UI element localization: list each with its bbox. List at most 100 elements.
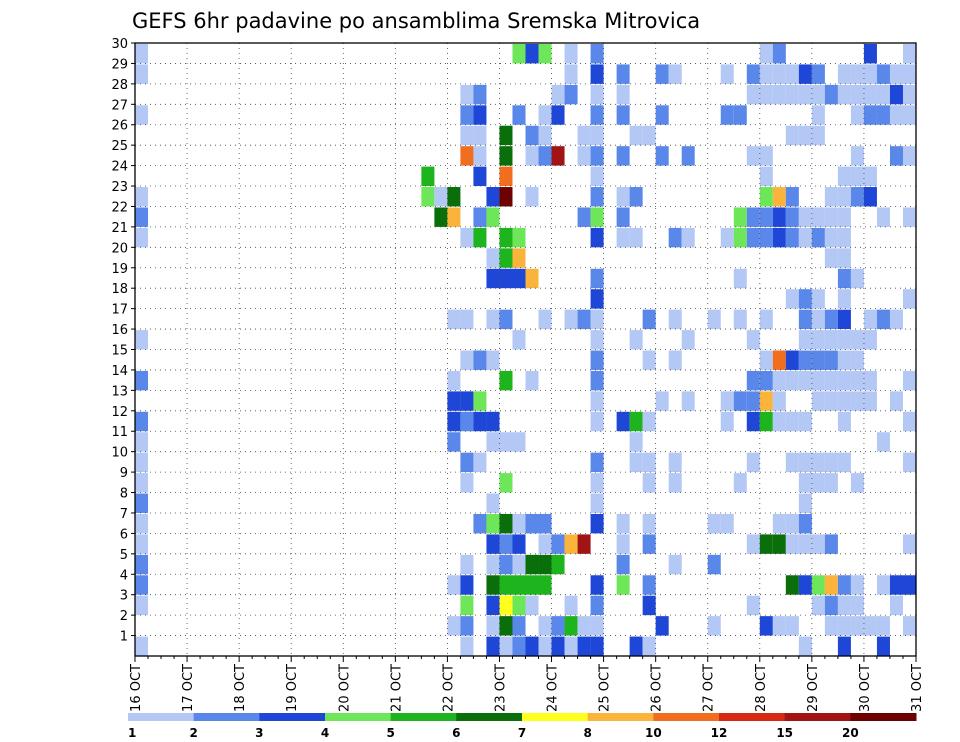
heatmap-cell xyxy=(616,411,630,432)
heatmap-cell xyxy=(447,411,461,432)
x-tick-label: 20 OCT xyxy=(337,664,352,712)
legend-colorbar: 1 2 3 4 5 6 7 8 10 12 15 20 xyxy=(128,713,917,740)
heatmap-cell xyxy=(824,452,838,473)
heatmap-cell xyxy=(798,636,812,656)
heatmap-cell xyxy=(135,575,149,595)
chart-title: GEFS 6hr padavine po ansamblima Sremska … xyxy=(132,9,700,33)
heatmap-cell xyxy=(863,64,877,84)
y-axis: 1234567891011121314151617181920212223242… xyxy=(111,37,135,645)
heatmap-cell xyxy=(499,146,513,166)
heatmap-cell xyxy=(759,166,773,187)
heatmap-cell xyxy=(785,411,799,432)
heatmap-cell xyxy=(616,513,630,534)
heatmap-cell xyxy=(668,473,682,493)
heatmap-cell xyxy=(512,432,526,452)
heatmap-cell xyxy=(681,146,695,166)
x-tick-label: 18 OCT xyxy=(233,664,248,712)
heatmap-cell xyxy=(525,595,539,616)
heatmap-cell xyxy=(759,616,773,636)
heatmap-cell xyxy=(525,125,539,146)
heatmap-cell xyxy=(863,391,877,411)
y-tick-label: 4 xyxy=(120,568,128,583)
heatmap-cell xyxy=(837,309,851,330)
legend-swatch xyxy=(325,713,392,721)
x-tick-label: 31 OCT xyxy=(910,664,925,712)
y-tick-label: 11 xyxy=(111,425,128,440)
heatmap-cell xyxy=(460,391,474,411)
heatmap-cell xyxy=(707,554,721,575)
legend-swatch xyxy=(719,713,786,721)
heatmap-cell xyxy=(902,207,916,227)
legend-label: 8 xyxy=(583,726,591,740)
heatmap-cell xyxy=(135,207,149,227)
y-tick-label: 30 xyxy=(111,37,128,52)
legend-swatch xyxy=(456,713,523,721)
heatmap-cell xyxy=(447,616,461,636)
heatmap-cell xyxy=(499,432,513,452)
heatmap-cell xyxy=(486,534,500,554)
heatmap-cell xyxy=(889,595,903,616)
heatmap-cell xyxy=(759,309,773,330)
heatmap-cell xyxy=(135,370,149,391)
heatmap-cell xyxy=(837,575,851,595)
heatmap-cell xyxy=(837,207,851,227)
heatmap-cell xyxy=(746,391,760,411)
heatmap-cell xyxy=(733,207,747,227)
heatmap-cell xyxy=(876,105,890,125)
heatmap-cell xyxy=(824,330,838,350)
legend-label: 12 xyxy=(711,726,728,740)
heatmap-cell xyxy=(837,268,851,289)
heatmap-cell xyxy=(811,289,825,309)
heatmap-cell xyxy=(772,187,786,207)
heatmap-cell xyxy=(447,370,461,391)
heatmap-cell xyxy=(837,636,851,656)
heatmap-cell xyxy=(135,534,149,554)
heatmap-cell xyxy=(512,534,526,554)
heatmap-cell xyxy=(811,125,825,146)
heatmap-cell xyxy=(681,227,695,248)
y-tick-label: 20 xyxy=(111,241,128,256)
heatmap-cell xyxy=(590,391,604,411)
heatmap-cell xyxy=(811,105,825,125)
heatmap-cell xyxy=(837,411,851,432)
heatmap-cell xyxy=(681,391,695,411)
heatmap-cell xyxy=(590,595,604,616)
heatmap-cell xyxy=(733,105,747,125)
heatmap-cell xyxy=(746,411,760,432)
heatmap-cell xyxy=(486,554,500,575)
heatmap-cell xyxy=(629,636,643,656)
y-tick-label: 24 xyxy=(111,160,128,175)
heatmap-cell xyxy=(876,432,890,452)
heatmap-cell xyxy=(616,64,630,84)
heatmap-cell xyxy=(499,187,513,207)
heatmap-cell xyxy=(785,227,799,248)
x-tick-label: 21 OCT xyxy=(389,664,404,712)
heatmap-cell xyxy=(785,534,799,554)
heatmap-cell xyxy=(460,146,474,166)
heatmap-cell xyxy=(499,513,513,534)
legend-label: 20 xyxy=(842,726,859,740)
heatmap-cell xyxy=(863,370,877,391)
heatmap-cell xyxy=(863,84,877,105)
heatmap-cell xyxy=(616,187,630,207)
heatmap-cell xyxy=(668,452,682,473)
heatmap-cell xyxy=(642,452,656,473)
y-tick-label: 14 xyxy=(111,364,128,379)
heatmap-cell xyxy=(785,370,799,391)
heatmap-cells xyxy=(135,44,916,656)
heatmap-cell xyxy=(811,350,825,370)
heatmap-cell xyxy=(590,125,604,146)
heatmap-cell xyxy=(499,616,513,636)
x-tick-label: 28 OCT xyxy=(754,664,769,712)
heatmap-cell xyxy=(486,595,500,616)
heatmap-cell xyxy=(746,330,760,350)
heatmap-cell xyxy=(863,616,877,636)
heatmap-cell xyxy=(512,513,526,534)
heatmap-cell xyxy=(512,105,526,125)
heatmap-cell xyxy=(525,146,539,166)
heatmap-cell xyxy=(785,452,799,473)
heatmap-cell xyxy=(798,350,812,370)
heatmap-cell xyxy=(772,411,786,432)
heatmap-cell xyxy=(642,534,656,554)
